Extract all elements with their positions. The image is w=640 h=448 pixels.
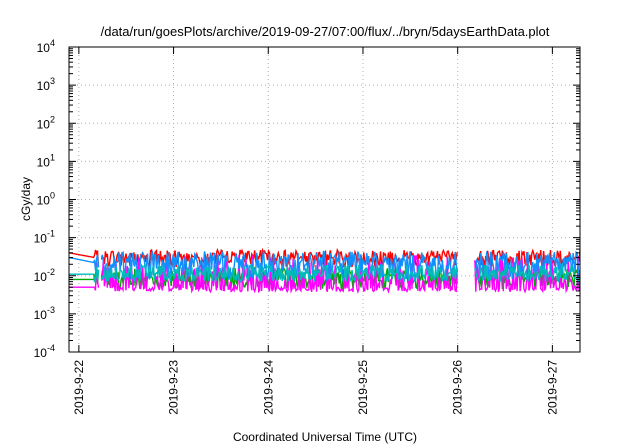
x-axis-label: Coordinated Universal Time (UTC) [233, 430, 417, 444]
y-tick-label: 10-4 [34, 343, 55, 360]
x-tick-label: 2019-9-25 [356, 360, 370, 415]
y-tick-labels: 10-4 10-3 10-2 10-1 100 101 102 103 104 [34, 38, 55, 360]
series-line [474, 255, 581, 294]
x-tick-labels: 2019-9-22 2019-9-23 2019-9-24 2019-9-25 2019… [72, 360, 560, 415]
y-axis-label: cGy/day [19, 177, 33, 221]
x-tick-label: 2019-9-23 [167, 360, 181, 415]
plot-area [68, 247, 581, 294]
series-line [69, 262, 100, 291]
y-tick-label: 102 [37, 114, 55, 131]
series-line [100, 247, 458, 268]
x-tick-label: 2019-9-26 [451, 360, 465, 415]
x-tick-label: 2019-9-24 [261, 360, 275, 415]
grid [69, 47, 580, 352]
x-tick-label: 2019-9-22 [72, 360, 86, 415]
y-tick-label: 101 [37, 152, 55, 169]
y-tick-label: 100 [37, 191, 55, 208]
y-tick-label: 103 [37, 76, 55, 93]
y-tick-label: 10-2 [34, 267, 55, 284]
series-line [100, 254, 458, 294]
y-tick-label: 104 [37, 38, 55, 55]
series-line [100, 263, 458, 285]
y-tick-label: 10-3 [34, 305, 55, 322]
series-line [68, 254, 100, 271]
x-tick-label: 2019-9-27 [545, 360, 559, 415]
series-line [69, 266, 100, 283]
series-line [68, 249, 100, 268]
series-line [474, 262, 581, 285]
chart-title: /data/run/goesPlots/archive/2019-09-27/0… [101, 24, 550, 39]
tick-marks [69, 46, 580, 353]
y-tick-label: 10-1 [34, 229, 55, 246]
